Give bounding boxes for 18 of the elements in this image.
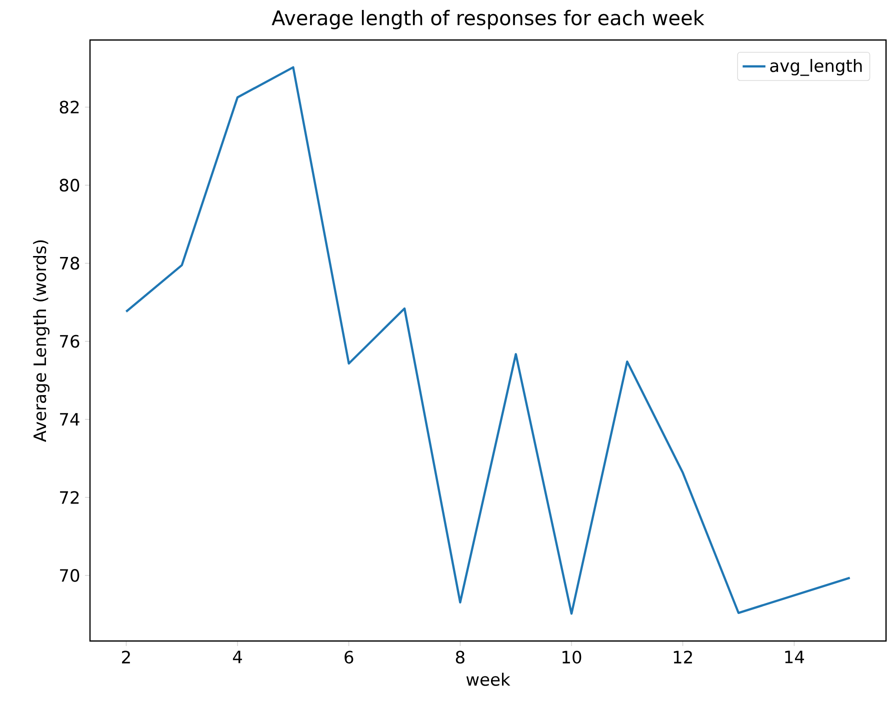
y-axis-title: Average Length (words)	[33, 240, 50, 442]
x-tick-label: 8	[456, 650, 464, 664]
legend-label: avg_length	[770, 58, 862, 76]
y-tick-label: 82	[60, 100, 79, 114]
x-axis-title: week	[466, 672, 510, 686]
x-tick-label: 12	[674, 650, 692, 664]
chart-title: Average length of responses for each week	[272, 10, 704, 30]
y-tick-label: 80	[60, 178, 80, 192]
x-tick-label: 2	[122, 650, 130, 664]
x-tick-label: 10	[562, 650, 582, 664]
y-tick-label: 72	[60, 491, 79, 504]
y-tick-label: 70	[60, 569, 80, 582]
y-tick-label: 74	[60, 413, 80, 426]
x-tick-label: 14	[785, 650, 804, 664]
x-tick-label: 6	[344, 650, 354, 664]
y-tick-label: 76	[60, 334, 80, 348]
y-tick-label: 78	[60, 256, 80, 270]
x-tick-label: 4	[232, 650, 242, 664]
